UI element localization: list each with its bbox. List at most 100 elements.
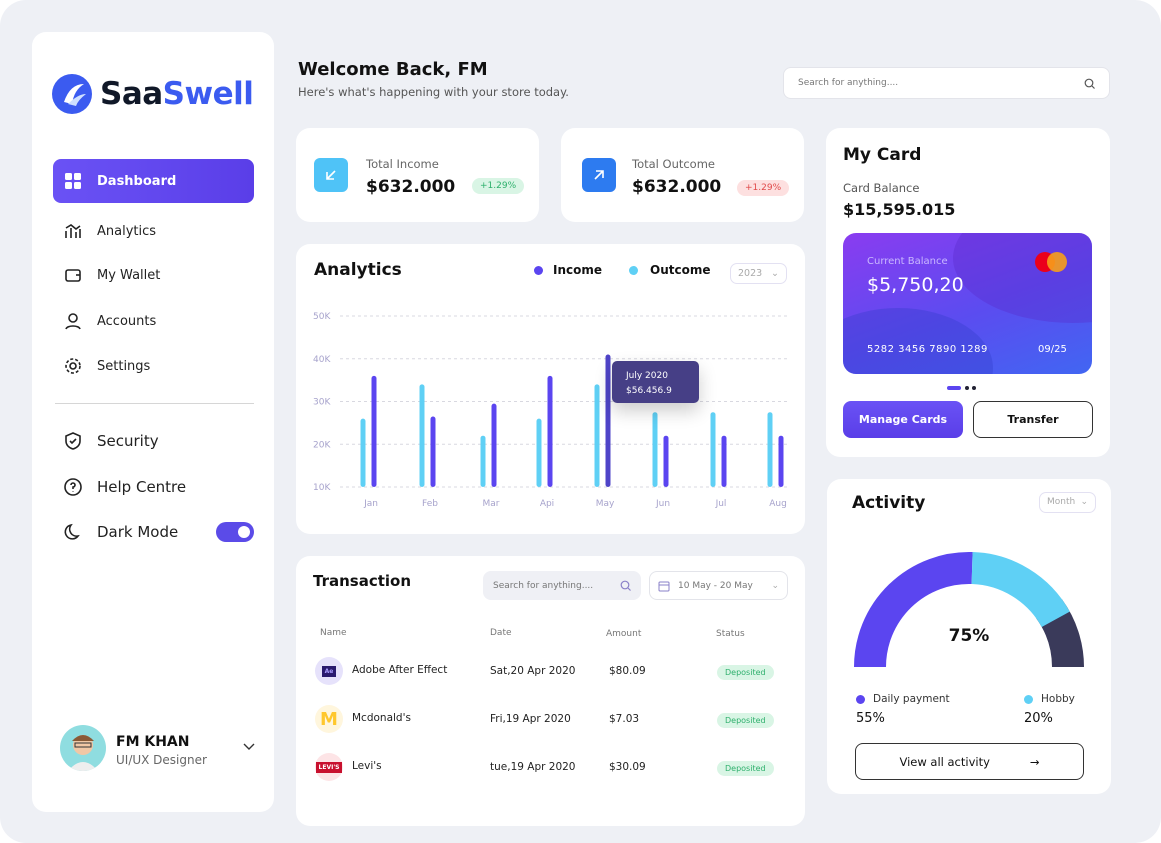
sidebar-item-analytics[interactable]: Analytics — [53, 209, 254, 253]
hobby-dot — [1024, 694, 1033, 704]
grid-icon — [65, 173, 81, 189]
income-dot — [534, 265, 543, 275]
bar-outcome — [360, 418, 366, 487]
dark-mode-toggle[interactable] — [216, 522, 254, 542]
transactions-card: Transaction Search for anything.... 10 M… — [296, 556, 805, 826]
x-tick-label: Mar — [483, 499, 500, 509]
card-expiry: 09/25 — [1038, 344, 1067, 355]
daily-payment-dot — [856, 694, 865, 704]
logo-icon — [52, 74, 92, 114]
activity-title: Activity — [852, 493, 926, 513]
activity-gauge — [854, 552, 1084, 668]
carousel-dot-active[interactable] — [947, 386, 961, 390]
gear-icon — [65, 358, 81, 374]
arrow-down-left-icon — [314, 158, 348, 192]
income-value: $632.000 — [366, 177, 456, 197]
transfer-button[interactable]: Transfer — [973, 401, 1093, 438]
year-select[interactable]: 2023 ⌄ — [730, 263, 787, 284]
bar-outcome — [594, 384, 600, 487]
sidebar-item-dark-mode: Dark Mode — [53, 510, 254, 554]
search-input[interactable]: Search for anything.... — [783, 67, 1110, 99]
bar-outcome — [480, 435, 486, 487]
view-all-activity-button[interactable]: View all activity → — [855, 743, 1084, 780]
chevron-down-icon[interactable] — [243, 743, 255, 751]
outcome-change-badge: +1.29% — [737, 180, 790, 196]
total-outcome-card: Total Outcome $632.000 +1.29% — [561, 128, 804, 222]
bar-outcome — [652, 412, 658, 487]
merchant-logo: LEVI'S — [315, 753, 343, 781]
legend-daily-payment: Daily payment — [856, 693, 950, 705]
bar-income — [491, 403, 497, 487]
card-number: 5282 3456 7890 1289 — [867, 344, 988, 355]
carousel-dot[interactable] — [972, 386, 976, 390]
status-badge: Deposited — [717, 713, 774, 728]
bar-outcome — [536, 418, 542, 487]
help-icon — [64, 478, 82, 496]
sidebar-item-help-centre[interactable]: Help Centre — [53, 465, 254, 509]
sidebar-item-dashboard[interactable]: Dashboard — [53, 159, 254, 203]
outcome-dot — [629, 265, 638, 275]
outcome-value: $632.000 — [632, 177, 722, 197]
y-tick-label: 40K — [313, 355, 331, 365]
wallet-icon — [65, 269, 81, 282]
bar-outcome — [419, 384, 425, 487]
my-card-title: My Card — [843, 145, 922, 165]
current-balance: $5,750,20 — [867, 274, 964, 296]
merchant-logo: Ae — [315, 657, 343, 685]
moon-icon — [64, 523, 80, 540]
chevron-down-icon: ⌄ — [1080, 497, 1088, 507]
bar-income — [663, 435, 669, 487]
x-tick-label: Jan — [363, 499, 378, 509]
manage-cards-button[interactable]: Manage Cards — [843, 401, 963, 438]
sidebar-item-security[interactable]: Security — [53, 419, 254, 463]
bar-income — [547, 375, 553, 487]
x-tick-label: Jun — [655, 499, 670, 509]
user-name: FM KHAN — [116, 734, 190, 750]
total-income-card: Total Income $632.000 +1.29% — [296, 128, 539, 222]
chevron-down-icon: ⌄ — [771, 268, 779, 279]
shield-icon — [65, 432, 81, 450]
transaction-search-input[interactable]: Search for anything.... — [483, 571, 641, 600]
sidebar-item-settings[interactable]: Settings — [53, 344, 254, 388]
date-range-select[interactable]: 10 May - 20 May ⌄ — [649, 571, 788, 600]
legend-hobby: Hobby — [1024, 693, 1075, 705]
legend-income: Income — [534, 263, 602, 277]
bar-income — [721, 435, 727, 487]
bar-income — [371, 375, 377, 487]
x-tick-label: Api — [540, 499, 554, 509]
analytics-icon — [65, 224, 81, 238]
x-tick-label: Aug — [769, 499, 787, 509]
page-subtitle: Here's what's happening with your store … — [298, 85, 569, 99]
y-tick-label: 30K — [313, 398, 331, 408]
calendar-icon — [658, 581, 670, 591]
sidebar-item-my-wallet[interactable]: My Wallet — [53, 253, 254, 297]
y-tick-label: 20K — [313, 440, 331, 450]
arrow-up-right-icon — [582, 158, 616, 192]
chevron-down-icon: ⌄ — [771, 580, 779, 591]
period-select[interactable]: Month ⌄ — [1039, 492, 1096, 513]
search-icon — [620, 580, 631, 591]
my-card-panel: My Card Card Balance $15,595.015 Current… — [826, 128, 1110, 457]
activity-card: Activity Month ⌄ 75% Daily payment 55% Ho… — [827, 479, 1111, 794]
x-tick-label: Jul — [715, 499, 727, 509]
gauge-hobby — [971, 552, 1070, 628]
carousel-dot[interactable] — [965, 386, 969, 390]
logo[interactable]: SaaSwell — [52, 74, 254, 114]
y-tick-label: 10K — [313, 483, 331, 493]
avatar — [60, 725, 106, 771]
status-badge: Deposited — [717, 665, 774, 680]
bar-income — [605, 354, 611, 487]
mastercard-logo — [1033, 251, 1071, 279]
sidebar-divider — [55, 403, 254, 404]
credit-card[interactable]: Current Balance $5,750,20 5282 3456 7890… — [843, 233, 1092, 374]
sidebar-item-accounts[interactable]: Accounts — [53, 299, 254, 343]
bar-outcome — [710, 412, 716, 487]
status-badge: Deposited — [717, 761, 774, 776]
analytics-chart: 10K 20K 30K 40K 50K Jan Feb Mar Api May Jun Jul Aug — [313, 312, 788, 509]
y-tick-label: 50K — [313, 312, 331, 322]
arrow-right-icon: → — [1029, 754, 1040, 769]
user-role: UI/UX Designer — [116, 753, 207, 767]
income-change-badge: +1.29% — [472, 178, 525, 194]
x-tick-label: May — [596, 499, 615, 509]
legend-outcome: Outcome — [629, 263, 710, 277]
